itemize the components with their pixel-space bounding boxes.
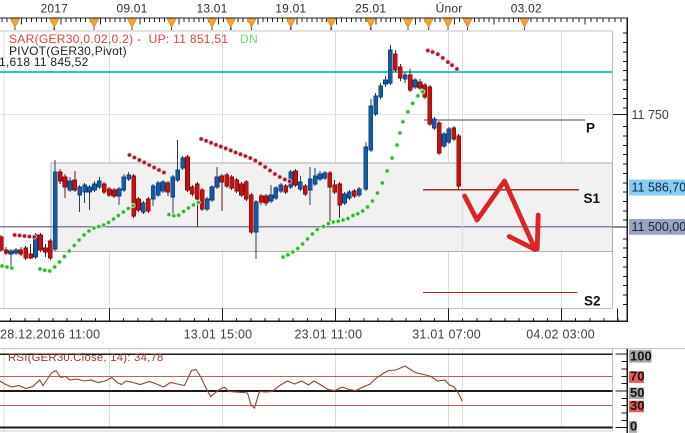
svg-text:23.01 11:00: 23.01 11:00 <box>294 327 362 341</box>
svg-text:28.12.2016 11:00: 28.12.2016 11:00 <box>0 327 100 341</box>
svg-text:100: 100 <box>630 348 652 363</box>
svg-text:0: 0 <box>630 419 637 433</box>
svg-text:13.01: 13.01 <box>196 2 227 16</box>
svg-text:S1: S1 <box>584 191 601 206</box>
svg-text:S2: S2 <box>584 294 601 309</box>
svg-text:13.01 15:00: 13.01 15:00 <box>184 327 253 341</box>
svg-text:P: P <box>586 121 595 136</box>
svg-text:04.02 03:00: 04.02 03:00 <box>526 327 595 341</box>
svg-text:09.01: 09.01 <box>116 2 147 16</box>
svg-text:25.01: 25.01 <box>355 2 386 16</box>
svg-text:11 750: 11 750 <box>632 108 669 122</box>
svg-text:2017: 2017 <box>41 2 69 16</box>
svg-text:RSI(GER30.Close, 14): 34,78: RSI(GER30.Close, 14): 34,78 <box>8 352 164 364</box>
svg-text:11 586,70: 11 586,70 <box>632 181 685 195</box>
svg-text:PIVOT(GER30,Pivot): PIVOT(GER30,Pivot) <box>9 44 127 58</box>
svg-text:50: 50 <box>630 385 644 400</box>
svg-text:1,618 11 845,52: 1,618 11 845,52 <box>0 55 89 69</box>
svg-text:Únor: Únor <box>436 1 463 16</box>
svg-text:03.02: 03.02 <box>511 2 542 16</box>
svg-text:70: 70 <box>630 369 644 384</box>
svg-text:30: 30 <box>630 398 644 413</box>
svg-text:SAR(GER30,0.02,0.2) - UP: 11: SAR(GER30,0.02,0.2) - UP: 11 851,51 DN <box>9 32 258 46</box>
svg-text:19.01: 19.01 <box>275 2 306 16</box>
svg-text:31.01 07:00: 31.01 07:00 <box>412 327 481 341</box>
svg-text:11 500,00: 11 500,00 <box>632 220 685 234</box>
